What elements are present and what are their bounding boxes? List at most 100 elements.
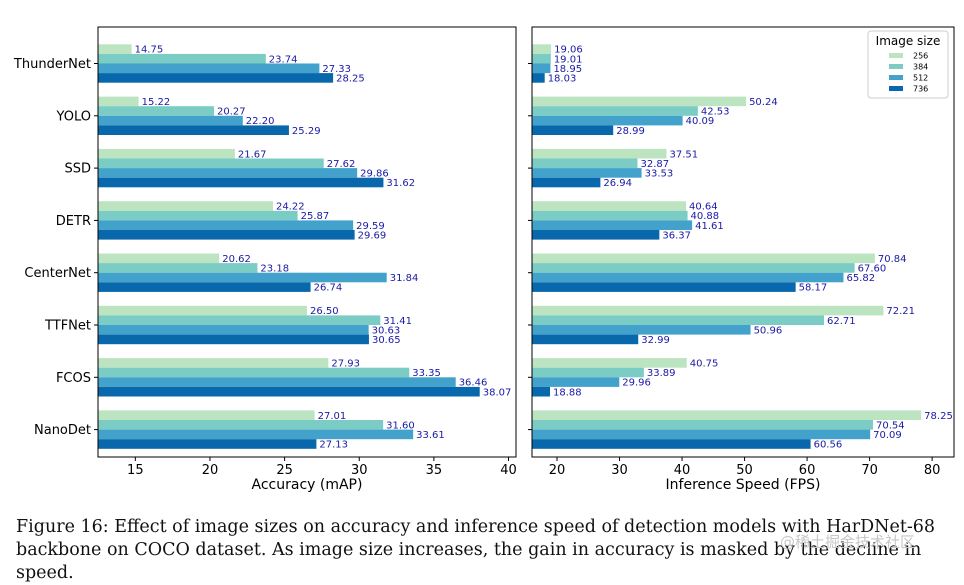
accuracy-bar xyxy=(98,334,369,345)
accuracy-value-label: 27.01 xyxy=(318,411,347,422)
speed-xtick-label: 40 xyxy=(674,463,691,478)
speed-bar xyxy=(532,429,871,440)
legend-entry-label: 256 xyxy=(913,52,928,61)
speed-xtick-label: 20 xyxy=(549,463,566,478)
accuracy-value-label: 31.60 xyxy=(386,420,415,431)
accuracy-value-label: 27.33 xyxy=(322,64,351,75)
speed-value-label: 70.84 xyxy=(878,254,907,265)
category-label: SSD xyxy=(64,162,91,177)
speed-xtick-label: 60 xyxy=(799,463,816,478)
accuracy-bar xyxy=(98,63,320,74)
accuracy-value-label: 25.87 xyxy=(301,211,330,222)
accuracy-value-label: 20.62 xyxy=(222,254,251,265)
accuracy-value-label: 24.22 xyxy=(276,202,305,213)
accuracy-value-label: 26.74 xyxy=(314,283,343,294)
accuracy-bar xyxy=(98,210,298,221)
accuracy-bar xyxy=(98,125,289,135)
speed-value-label: 28.99 xyxy=(616,126,645,137)
speed-bar xyxy=(532,272,844,283)
accuracy-value-label: 29.59 xyxy=(356,221,385,232)
speed-bar xyxy=(532,439,811,449)
legend-swatch xyxy=(889,53,903,58)
accuracy-bar xyxy=(98,367,410,378)
speed-bar xyxy=(532,106,698,116)
speed-value-label: 40.64 xyxy=(689,202,718,213)
speed-axes-frame xyxy=(531,26,955,458)
accuracy-value-label: 23.74 xyxy=(269,54,298,65)
legend-entry-label: 736 xyxy=(913,85,928,94)
accuracy-value-label: 28.25 xyxy=(336,74,365,85)
speed-value-label: 18.88 xyxy=(553,387,582,398)
accuracy-value-label: 25.29 xyxy=(292,126,321,137)
category-label: NanoDet xyxy=(34,423,91,438)
speed-value-label: 72.21 xyxy=(886,306,915,317)
accuracy-bar xyxy=(98,73,334,83)
speed-bar xyxy=(532,96,747,107)
speed-bar xyxy=(532,220,693,230)
speed-bar xyxy=(532,253,875,264)
accuracy-bar xyxy=(98,386,480,397)
speed-bar xyxy=(532,73,545,83)
speed-value-label: 19.06 xyxy=(554,45,583,56)
accuracy-value-label: 33.35 xyxy=(412,368,441,379)
speed-bar xyxy=(532,168,642,178)
speed-value-label: 67.60 xyxy=(858,264,887,275)
speed-value-label: 62.71 xyxy=(827,316,856,327)
accuracy-value-label: 26.50 xyxy=(310,306,339,317)
accuracy-value-label: 31.84 xyxy=(390,273,419,284)
speed-value-label: 60.56 xyxy=(814,440,843,451)
speed-bar xyxy=(532,420,873,430)
accuracy-xlabel: Accuracy (mAP) xyxy=(252,477,363,493)
speed-value-label: 41.61 xyxy=(695,221,724,232)
legend: Image size 256 384 512 736 xyxy=(867,30,949,99)
accuracy-bar xyxy=(98,44,132,54)
legend-entry-label: 512 xyxy=(913,74,928,83)
accuracy-bar xyxy=(98,253,220,264)
speed-value-label: 40.75 xyxy=(690,359,719,370)
speed-bar xyxy=(532,115,683,126)
speed-xtick-label: 50 xyxy=(736,463,753,478)
speed-bar xyxy=(532,334,639,345)
speed-value-label: 19.01 xyxy=(554,54,583,65)
speed-bar xyxy=(532,148,667,159)
accuracy-value-label: 23.18 xyxy=(260,264,289,275)
accuracy-value-label: 36.46 xyxy=(459,378,488,389)
accuracy-bar xyxy=(98,439,317,449)
accuracy-bar xyxy=(98,410,315,420)
accuracy-value-label: 27.93 xyxy=(331,359,360,370)
accuracy-bar xyxy=(98,177,384,188)
accuracy-bar xyxy=(98,282,311,292)
speed-value-label: 18.03 xyxy=(548,74,577,85)
speed-bar xyxy=(532,377,620,387)
speed-bar xyxy=(532,44,552,54)
accuracy-bar xyxy=(98,377,456,387)
accuracy-xtick-label: 35 xyxy=(426,463,443,478)
speed-value-label: 70.54 xyxy=(876,420,905,431)
accuracy-bar xyxy=(98,305,307,316)
speed-value-label: 70.09 xyxy=(873,430,902,441)
speed-bar xyxy=(532,305,884,316)
accuracy-xtick-label: 30 xyxy=(351,463,368,478)
accuracy-value-label: 27.13 xyxy=(319,440,348,451)
speed-value-label: 32.99 xyxy=(641,335,670,346)
accuracy-bar xyxy=(98,53,266,64)
accuracy-value-label: 21.67 xyxy=(238,149,267,160)
accuracy-xtick-label: 40 xyxy=(500,463,517,478)
accuracy-axes-frame xyxy=(97,26,517,458)
legend-box xyxy=(867,30,949,99)
accuracy-bar xyxy=(98,220,354,230)
speed-value-label: 26.94 xyxy=(603,178,632,189)
watermark: @稀土掘金技术社区 xyxy=(780,533,916,551)
legend-entry-label: 384 xyxy=(913,63,928,72)
accuracy-bar xyxy=(98,201,273,211)
accuracy-bar xyxy=(98,168,358,178)
speed-value-label: 50.24 xyxy=(749,97,778,108)
speed-xtick-label: 80 xyxy=(924,463,941,478)
speed-bar xyxy=(532,367,644,378)
accuracy-value-label: 38.07 xyxy=(483,387,512,398)
category-label: ThunderNet xyxy=(13,57,91,72)
accuracy-bar xyxy=(98,263,258,273)
speed-value-label: 42.53 xyxy=(701,107,730,118)
legend-title: Image size xyxy=(876,34,941,48)
